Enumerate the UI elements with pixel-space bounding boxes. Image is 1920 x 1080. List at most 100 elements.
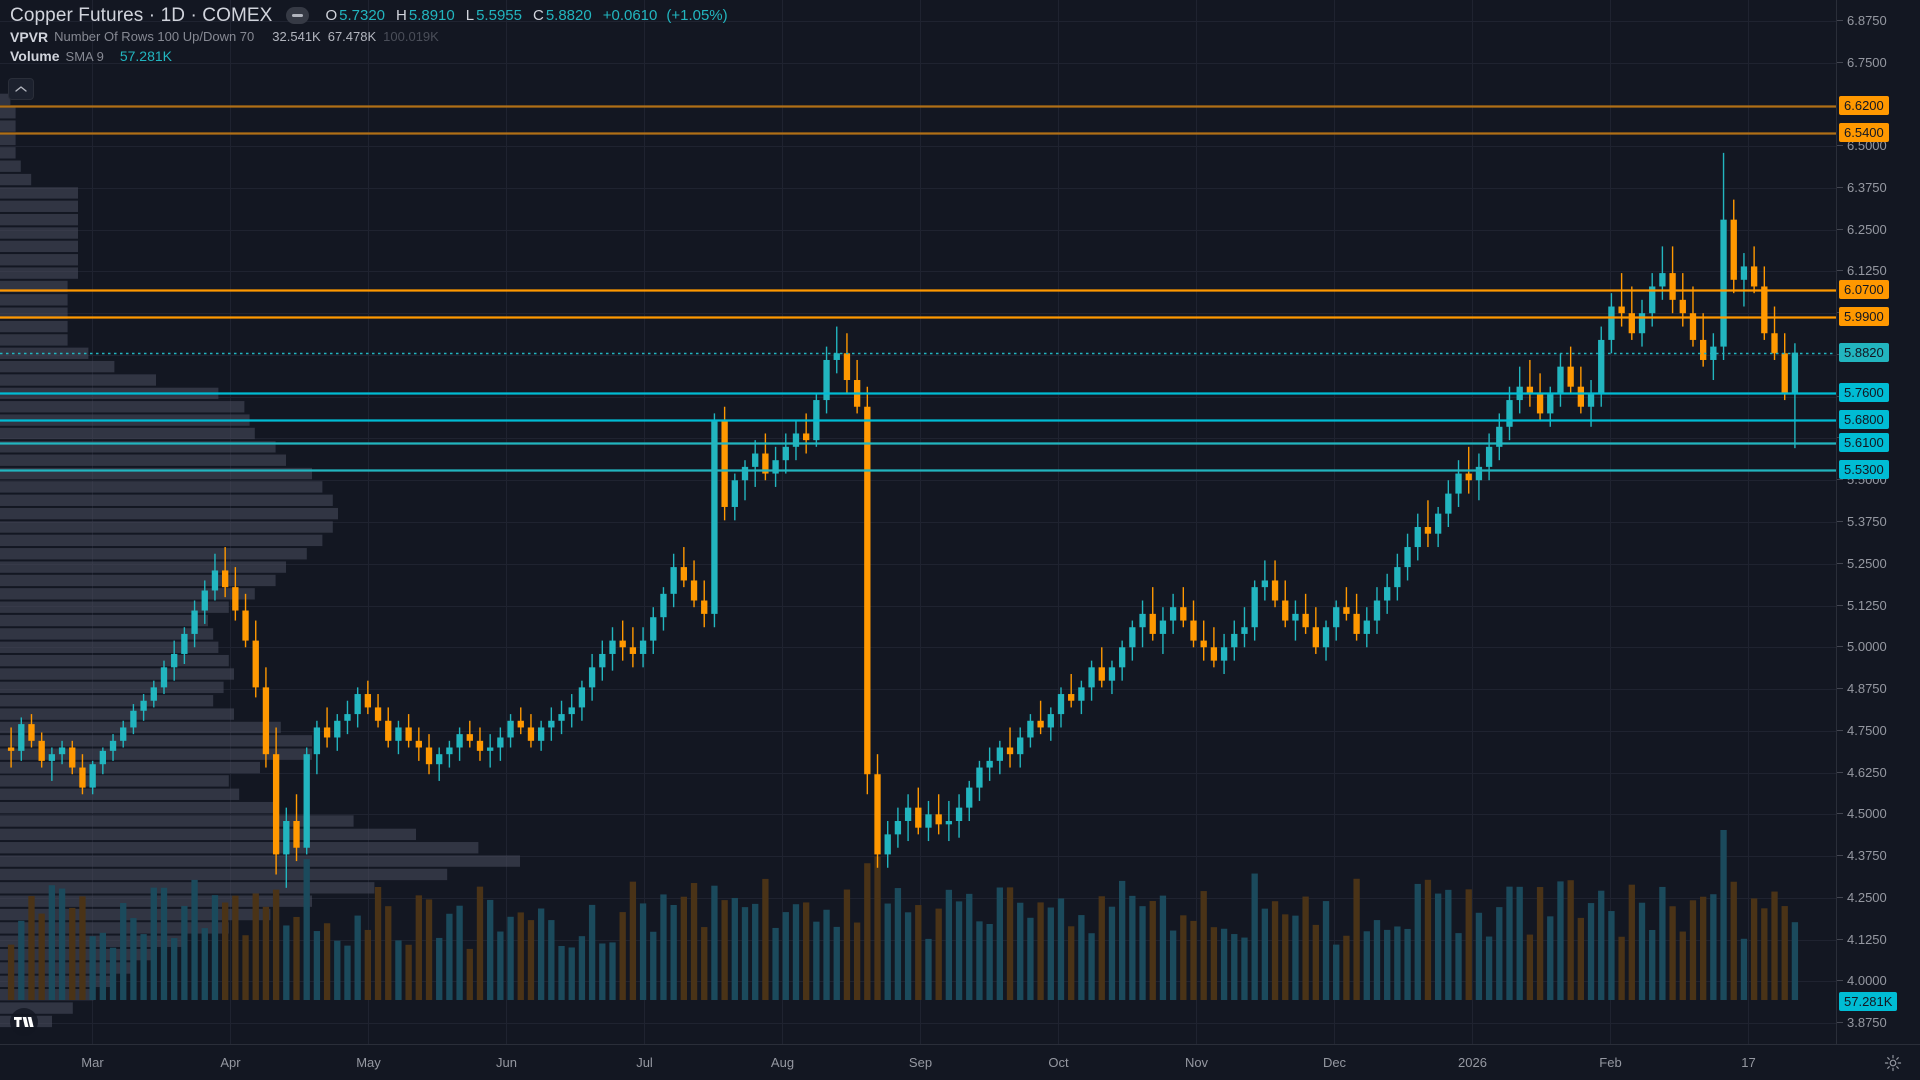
price-tick-label: 6.8750	[1847, 12, 1887, 28]
tick-dash	[1837, 228, 1843, 230]
chart-plot-area[interactable]	[0, 0, 1836, 1044]
price-level-tag[interactable]: 6.0700	[1839, 279, 1889, 299]
time-tick-label: Oct	[1048, 1055, 1069, 1070]
price-level-tag[interactable]: 5.5300	[1839, 460, 1889, 480]
vpvr-name[interactable]: VPVR	[10, 28, 49, 45]
tick-dash	[1837, 729, 1843, 731]
tick-dash	[1837, 61, 1843, 63]
indicator-volume-row[interactable]: Volume SMA 9 57.281K	[10, 46, 730, 66]
high-value: 5.8910	[408, 7, 455, 24]
tradingview-logo[interactable]	[10, 1008, 38, 1036]
chart-legend: Copper Futures · 1D · COMEX O 5.7320 H 5.89…	[10, 4, 730, 66]
price-tick-label: 4.8750	[1847, 681, 1887, 697]
price-tick-label: 6.5000	[1847, 138, 1887, 154]
price-tick: 5.3750	[1837, 514, 1920, 529]
tick-dash	[1837, 980, 1843, 982]
time-tick-label: 17	[1741, 1055, 1756, 1070]
price-level-tag[interactable]: 5.6800	[1839, 410, 1889, 430]
time-tick-label: Feb	[1599, 1055, 1622, 1070]
volume-layer	[7, 830, 1799, 1000]
vpvr-value-3: 100.019K	[383, 29, 439, 44]
price-tick: 6.2500	[1837, 222, 1920, 237]
time-tick-label: May	[356, 1055, 381, 1070]
vpvr-params[interactable]: Number Of Rows 100 Up/Down 70	[54, 29, 255, 44]
time-tick-label: Nov	[1184, 1055, 1209, 1070]
price-level-tag[interactable]: 5.9900	[1839, 306, 1889, 326]
volume-value: 57.281K	[119, 48, 172, 64]
price-tick: 6.7500	[1837, 55, 1920, 70]
price-tick: 6.5000	[1837, 138, 1920, 153]
low-label: L	[465, 7, 475, 24]
price-level-tag[interactable]: 5.6100	[1839, 433, 1889, 453]
price-tick-label: 4.7500	[1847, 722, 1887, 738]
price-tick: 4.8750	[1837, 681, 1920, 696]
price-tick-label: 5.3750	[1847, 514, 1887, 529]
vpvr-values: 32.541K 67.478K 100.019K	[272, 29, 446, 44]
tick-dash	[1837, 479, 1843, 481]
price-tick-label: 4.5000	[1847, 806, 1887, 822]
price-tick-label: 4.6250	[1847, 764, 1887, 780]
ohlc-values: O 5.7320 H 5.8910 L 5.5955 C 5.8820 +0.0610 (+1.0…	[325, 7, 729, 24]
price-tick: 6.3750	[1837, 180, 1920, 195]
tick-dash	[1837, 19, 1843, 21]
vpvr-value-2: 67.478K	[327, 29, 377, 44]
time-tick-label: Dec	[1322, 1055, 1347, 1070]
price-level-tag[interactable]: 5.8820	[1839, 342, 1889, 362]
tick-dash	[1837, 270, 1843, 272]
time-tick-label: 2026	[1458, 1055, 1487, 1070]
price-tick: 6.8750	[1837, 13, 1920, 28]
price-tick-label: 4.0000	[1847, 973, 1887, 989]
price-tick-label: 5.1250	[1847, 597, 1887, 613]
time-tick-label: Jul	[636, 1055, 653, 1070]
settings-gear-icon[interactable]	[1884, 1054, 1902, 1072]
change-percent: (+1.05%)	[666, 7, 728, 24]
symbol-row[interactable]: Copper Futures · 1D · COMEX O 5.7320 H 5.89…	[10, 4, 730, 27]
hide-icon[interactable]	[286, 7, 310, 24]
price-scale[interactable]: 6.87506.75006.50006.37506.25006.12506.00…	[1836, 0, 1920, 1044]
tick-dash	[1837, 688, 1843, 690]
price-level-tag[interactable]: 6.6200	[1839, 96, 1889, 116]
time-scale[interactable]: Mar Apr May Jun Jul Aug Sep Oct Nov Dec 2026 Feb 17	[0, 1044, 1920, 1080]
symbol-title[interactable]: Copper Futures · 1D · COMEX	[10, 4, 273, 26]
price-tick: 5.1250	[1837, 598, 1920, 613]
collapse-legend-button[interactable]	[8, 78, 34, 100]
price-pane[interactable]	[0, 0, 1836, 1044]
price-level-tag[interactable]: 5.7600	[1839, 383, 1889, 403]
time-tick-label: Sep	[908, 1055, 933, 1070]
price-tick-label: 4.3750	[1847, 848, 1887, 864]
tick-dash	[1837, 186, 1843, 188]
indicator-vpvr-row[interactable]: VPVR Number Of Rows 100 Up/Down 70 32.54…	[10, 27, 730, 46]
open-value: 5.7320	[339, 7, 386, 24]
tick-dash	[1837, 771, 1843, 773]
low-value: 5.5955	[476, 7, 522, 24]
tick-dash	[1837, 1022, 1843, 1024]
time-tick-label: Mar	[81, 1055, 104, 1070]
price-tick-label: 3.8750	[1847, 1015, 1887, 1031]
time-tick-label: Aug	[770, 1055, 795, 1070]
high-label: H	[396, 7, 407, 24]
price-tick-label: 6.3750	[1847, 179, 1887, 195]
tick-dash	[1837, 145, 1843, 147]
price-tick-label: 6.2500	[1847, 221, 1887, 237]
levels-layer[interactable]	[0, 0, 1836, 1044]
price-tick-label: 5.2500	[1847, 555, 1887, 571]
change-absolute: +0.0610	[602, 7, 658, 24]
volume-params[interactable]: SMA 9	[65, 48, 104, 64]
volume-value-tag[interactable]: 57.281K	[1839, 992, 1898, 1011]
price-level-tag[interactable]: 6.5400	[1839, 122, 1889, 142]
price-tick: 4.5000	[1837, 806, 1920, 821]
tick-dash	[1837, 896, 1843, 898]
open-label: O	[325, 7, 338, 24]
candles-layer[interactable]	[0, 0, 1836, 1044]
tick-dash	[1837, 646, 1843, 648]
price-tick-label: 4.2500	[1847, 889, 1887, 905]
price-tick-label: 6.7500	[1847, 54, 1887, 70]
volume-name[interactable]: Volume	[10, 48, 60, 64]
price-tick: 4.3750	[1837, 848, 1920, 863]
price-tick-label: 4.1250	[1847, 931, 1887, 947]
time-tick-label: Apr	[220, 1055, 241, 1070]
tick-dash	[1837, 562, 1843, 564]
price-tick: 4.0000	[1837, 973, 1920, 988]
tradingview-logo-icon	[14, 1017, 34, 1027]
